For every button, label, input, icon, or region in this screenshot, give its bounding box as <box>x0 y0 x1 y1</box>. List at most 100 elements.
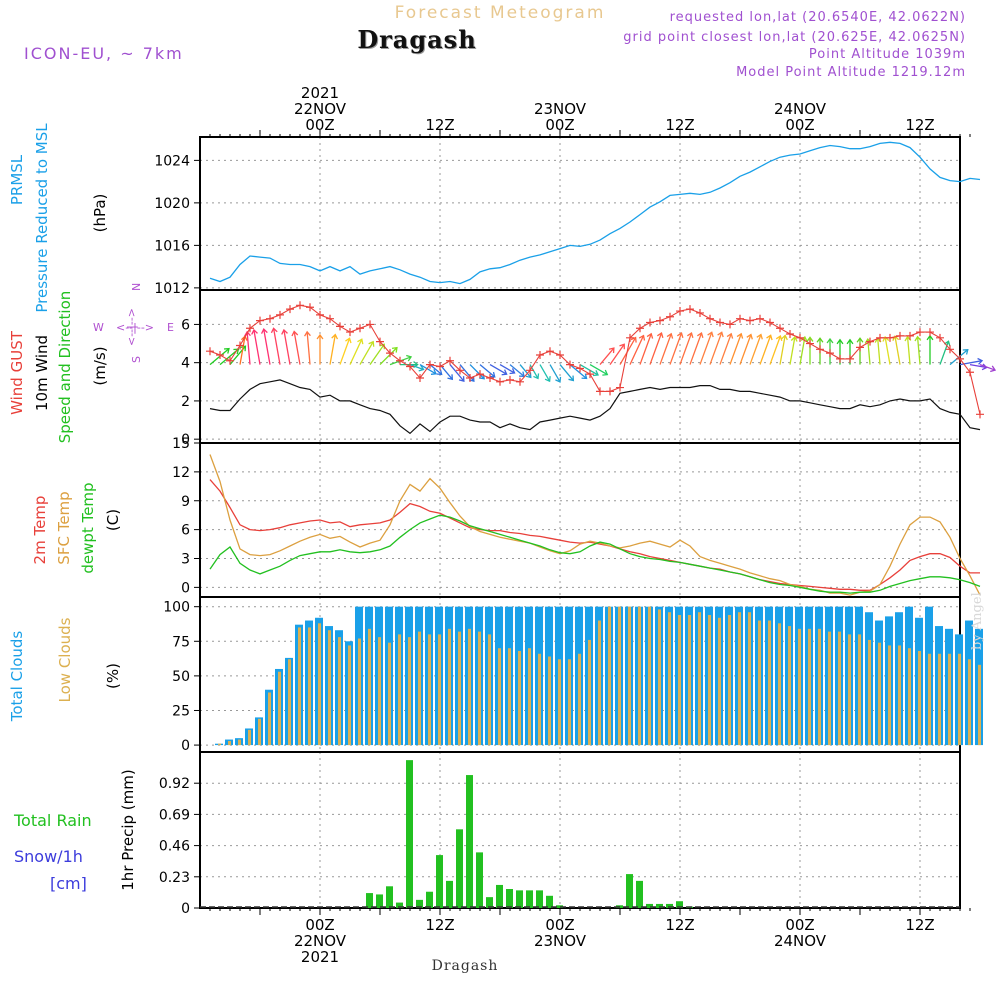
wind-direction-arrow <box>709 332 723 365</box>
low-cloud-bar <box>508 648 511 746</box>
low-cloud-bar <box>248 729 251 746</box>
precip-ytick-label-4: 0.92 <box>159 776 190 792</box>
wind-arrow-head <box>775 334 783 342</box>
low-cloud-bar <box>858 634 861 746</box>
wind-arrow-head <box>836 338 844 345</box>
compass-south: S <box>130 356 143 363</box>
rain-bar <box>426 891 433 908</box>
wind-gust-marker <box>866 337 874 346</box>
wind-gust-marker <box>356 324 364 333</box>
wind-direction-arrow <box>479 364 496 378</box>
rain-bar <box>536 890 543 908</box>
wind-direction-arrow <box>739 334 752 365</box>
wind-gust-marker <box>376 337 384 346</box>
wind-gust-marker <box>726 320 734 329</box>
wind-label-gust: Wind GUST <box>8 330 26 415</box>
low-cloud-bar <box>818 628 821 746</box>
pressure-ytick-label-3: 1024 <box>154 153 190 169</box>
rain-bar <box>436 855 443 908</box>
wind-direction-arrow <box>329 334 336 365</box>
rain-bar <box>416 899 423 908</box>
top-time-label-0-0: 2021 <box>301 84 339 102</box>
wind-arrow-head <box>638 334 646 341</box>
wind-arrow-head <box>630 336 637 343</box>
wind-gust-marker <box>806 339 814 348</box>
low-cloud-bar <box>388 642 391 746</box>
temperature-ytick-label-5: 15 <box>172 436 190 452</box>
low-cloud-bar <box>878 642 881 746</box>
wind-gust-marker <box>956 354 964 363</box>
wind-gust-marker <box>206 347 214 356</box>
bottom-time-label-0-0: 00Z <box>305 916 334 934</box>
wind-arrow-head <box>489 371 496 378</box>
low-cloud-bar <box>478 631 481 746</box>
low-cloud-bar <box>738 612 741 746</box>
wind-arrow-head <box>447 374 454 381</box>
low-cloud-bar <box>468 628 471 746</box>
wind-gust-marker <box>476 370 484 379</box>
wind-arrow-head <box>781 334 788 341</box>
temp-label-unit: (C) <box>104 509 122 531</box>
wind-direction-arrow <box>489 364 507 375</box>
low-cloud-bar <box>898 645 901 746</box>
wind-gust-marker <box>276 310 284 319</box>
low-cloud-bar <box>968 659 971 746</box>
top-time-label-2-1: 00Z <box>545 116 574 134</box>
wind-gust-marker <box>506 375 514 384</box>
low-cloud-bar <box>488 634 491 746</box>
wind-arrow-head <box>766 334 773 341</box>
wind-arrow-head <box>943 340 951 347</box>
wind-arrow-head <box>304 330 311 337</box>
wind-direction-arrow <box>499 364 515 374</box>
wind-arrow-head <box>790 335 798 342</box>
wind-gust-marker <box>246 324 254 333</box>
rain-bar <box>556 905 563 908</box>
wind-arrow-head <box>816 337 824 343</box>
wind-direction-arrow <box>539 364 551 382</box>
low-cloud-bar <box>678 614 681 746</box>
wind-gust-marker <box>776 324 784 333</box>
compass-arrow-h: <--|--> <box>116 321 154 334</box>
wind-direction-arrow <box>519 364 532 378</box>
wind-ytick-label-1: 2 <box>181 394 190 410</box>
wind-arrow-head <box>666 332 674 339</box>
wind-direction-arrow <box>239 336 246 365</box>
top-time-label-1-0: 12Z <box>425 116 454 134</box>
wind-direction-arrow <box>409 363 424 371</box>
precip-label-snow: Snow/1h <box>14 847 83 866</box>
point-altitude: Point Altitude 1039m <box>808 47 966 62</box>
low-cloud-bar <box>238 739 241 746</box>
wind-ytick-label-2: 4 <box>181 356 190 372</box>
wind-direction-arrow <box>749 334 762 365</box>
low-cloud-bar <box>638 606 641 746</box>
low-cloud-bar <box>938 653 941 746</box>
wind-gust-marker <box>576 364 584 373</box>
low-cloud-bar <box>408 637 411 746</box>
wind-direction-arrow <box>629 335 645 365</box>
low-cloud-bar <box>308 627 311 746</box>
low-cloud-bar <box>288 659 291 746</box>
low-cloud-bar <box>568 659 571 746</box>
low-cloud-bar <box>418 631 421 746</box>
wind-gust-marker <box>286 305 294 314</box>
wind-arrow-head <box>509 368 516 375</box>
wind-arrow-head <box>244 330 251 337</box>
wind-gust-marker <box>416 373 424 382</box>
wind-arrow-head <box>430 368 437 375</box>
wind-gust-marker <box>326 314 334 323</box>
wind-direction-arrow <box>906 336 911 365</box>
clouds-ytick-label-1: 25 <box>172 703 190 719</box>
wind-gust-marker <box>746 316 754 325</box>
top-time-label-3-0: 12Z <box>665 116 694 134</box>
wind-direction-arrow <box>589 364 608 376</box>
pressure-label-unit: (hPa) <box>91 194 109 233</box>
pressure-ytick-label-2: 1020 <box>154 196 190 212</box>
low-cloud-bar <box>658 609 661 746</box>
wind-arrow-head <box>806 336 814 342</box>
wind-gust-marker <box>826 349 834 358</box>
wind-label-speed-direction: Speed and Direction <box>56 291 74 444</box>
wind-gust-marker <box>586 370 594 379</box>
low-cloud-bar <box>628 606 631 746</box>
wind-gust-marker <box>296 301 304 310</box>
wind-arrow-head <box>656 331 664 338</box>
